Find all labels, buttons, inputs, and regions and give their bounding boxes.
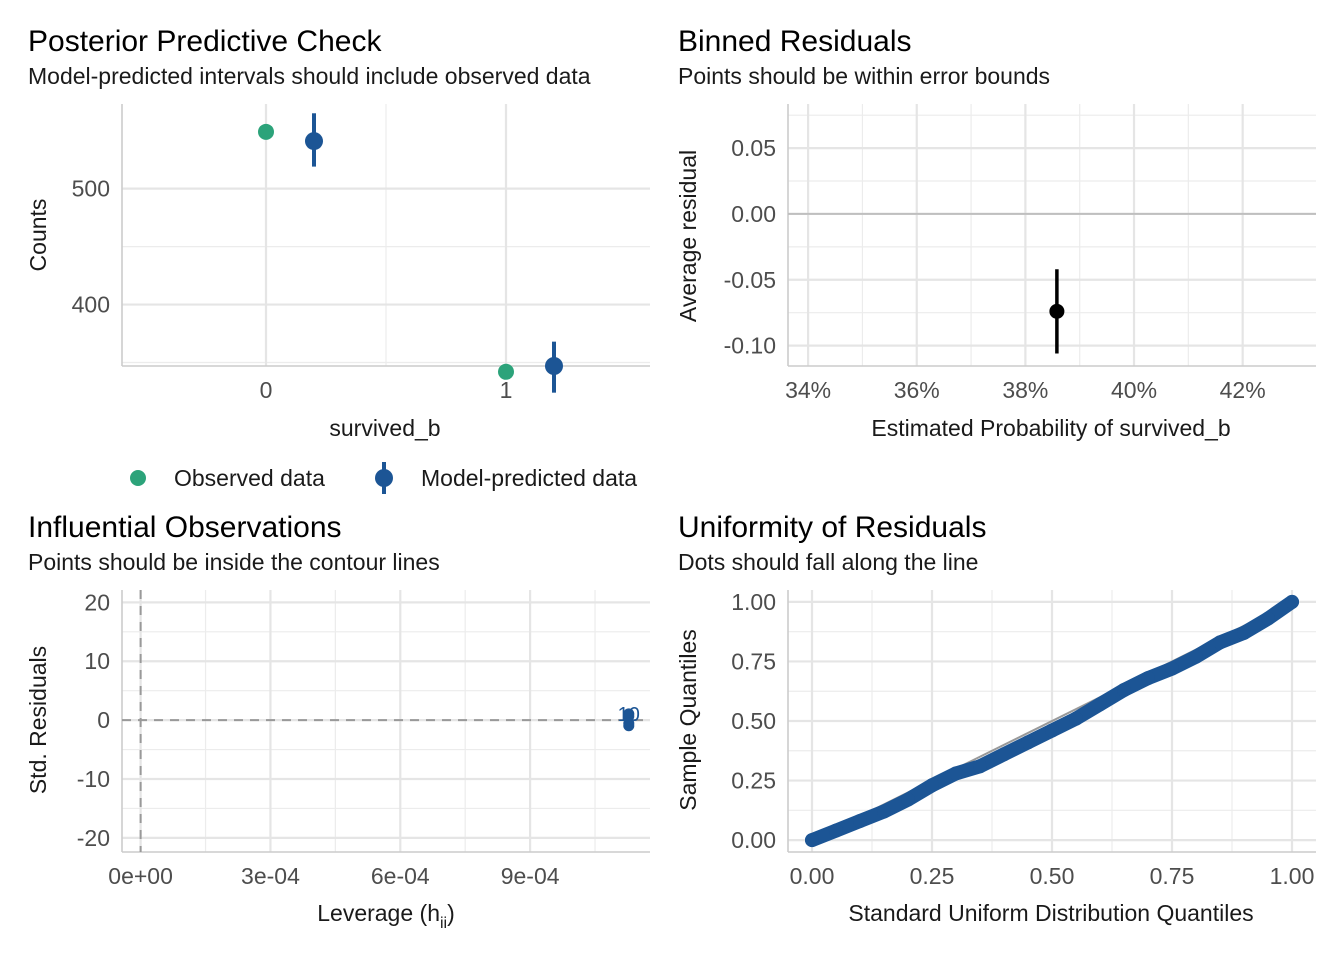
influence-point — [623, 720, 635, 732]
influence-point-label: 10 — [618, 704, 640, 726]
influence-y-tick-label: 0 — [97, 707, 110, 733]
qq-point — [1213, 635, 1227, 650]
ppc-y-tick-label: 400 — [72, 292, 110, 318]
binned-x-tick-label: 36% — [894, 377, 940, 403]
qq-plot-area: 0.00 0.25 0.50 0.75 1.00 0.00 0.25 0.50 0.75 1.00 — [731, 589, 1316, 889]
binned-x-tick-label: 34% — [785, 377, 831, 403]
qq-point — [1045, 723, 1059, 738]
binned-x-tick-label: 38% — [1002, 377, 1048, 403]
binned-plot-area: 34% 36% 38% 40% 42% -0.10 -0.05 0.00 0.05 — [724, 104, 1316, 403]
binned-x-axis-label: Estimated Probability of survived_b — [871, 415, 1230, 441]
influence-y-axis-label: Std. Residuals — [25, 646, 51, 794]
binned-y-axis-label: Average residual — [675, 150, 701, 322]
legend-predicted-label: Model-predicted data — [421, 465, 637, 491]
influence-subtitle: Points should be inside the contour line… — [28, 549, 440, 575]
influence-x-tick-label: 6e-04 — [371, 863, 430, 889]
binned-y-tick-label: -0.10 — [724, 333, 776, 359]
qq-point — [973, 759, 987, 774]
influence-x-tick-label: 9e-04 — [501, 863, 560, 889]
predicted-data-point — [545, 357, 563, 375]
qq-x-tick-label: 0.00 — [790, 863, 835, 889]
influence-x-axis-label-main: Leverage (h — [317, 900, 440, 926]
legend-predicted-swatch — [375, 469, 393, 487]
ppc-y-tick-label: 500 — [72, 176, 110, 202]
ppc-x-tick-label: 1 — [500, 377, 513, 403]
influence-x-axis-label: Leverage (hii) — [317, 900, 455, 932]
qq-point — [1285, 594, 1299, 609]
legend-observed-swatch — [130, 470, 146, 486]
influence-x-tick-label: 0e+00 — [108, 863, 173, 889]
observed-data-point — [258, 123, 274, 140]
qq-point — [1237, 625, 1251, 640]
qq-x-tick-label: 1.00 — [1270, 863, 1315, 889]
qq-point — [1141, 671, 1155, 686]
qq-point — [1117, 683, 1131, 698]
binned-subtitle: Points should be within error bounds — [678, 63, 1050, 89]
qq-y-axis-label: Sample Quantiles — [675, 629, 701, 811]
qq-point — [805, 833, 819, 848]
influence-x-axis-label-end: ) — [447, 900, 455, 926]
qq-point — [1261, 611, 1275, 626]
qq-point — [829, 823, 843, 838]
ppc-x-axis-label: survived_b — [329, 415, 440, 441]
qq-subtitle: Dots should fall along the line — [678, 549, 978, 575]
qq-y-tick-label: 0.00 — [731, 827, 776, 853]
influence-y-tick-label: 10 — [84, 648, 110, 674]
qq-x-axis-label: Standard Uniform Distribution Quantiles — [848, 900, 1253, 926]
influence-x-tick-label: 3e-04 — [241, 863, 300, 889]
qq-point — [853, 814, 867, 829]
qq-panel: Uniformity of Residuals Dots should fall… — [675, 511, 1316, 926]
influence-x-axis-label-subscript: ii — [440, 915, 447, 932]
qq-point — [949, 766, 963, 781]
qq-point — [1165, 661, 1179, 676]
observed-data-point — [498, 363, 514, 380]
qq-point — [1093, 697, 1107, 712]
qq-point — [1021, 735, 1035, 750]
binned-x-tick-label: 42% — [1220, 377, 1266, 403]
binned-x-tick-label: 40% — [1111, 377, 1157, 403]
qq-y-tick-label: 0.50 — [731, 708, 776, 734]
legend-observed-label: Observed data — [174, 465, 325, 491]
predicted-data-point — [305, 132, 323, 151]
ppc-plot-area: 0 1 400 500 — [72, 104, 650, 403]
binned-y-tick-label: -0.05 — [724, 267, 776, 293]
influence-y-tick-label: 20 — [84, 589, 110, 615]
binned-panel: Binned Residuals Points should be within… — [675, 25, 1316, 441]
qq-point — [997, 747, 1011, 762]
ppc-title: Posterior Predictive Check — [28, 25, 382, 58]
binned-y-tick-label: 0.05 — [731, 135, 776, 161]
qq-x-tick-label: 0.25 — [910, 863, 955, 889]
qq-title: Uniformity of Residuals — [678, 511, 986, 544]
influence-plot-area: 0e+00 3e-04 6e-04 9e-04 -20 -10 0 10 20 10 — [77, 589, 650, 889]
qq-point — [925, 778, 939, 793]
influence-y-tick-label: -20 — [77, 825, 110, 851]
qq-x-tick-label: 0.75 — [1150, 863, 1195, 889]
binned-residual-point — [1049, 303, 1065, 319]
qq-y-tick-label: 1.00 — [731, 589, 776, 615]
qq-point — [1069, 711, 1083, 726]
influence-title: Influential Observations — [28, 511, 342, 544]
ppc-panel: Posterior Predictive Check Model-predict… — [25, 25, 650, 494]
ppc-subtitle: Model-predicted intervals should include… — [28, 63, 591, 89]
qq-x-tick-label: 0.50 — [1030, 863, 1075, 889]
ppc-y-axis-label: Counts — [25, 199, 51, 272]
qq-point — [877, 804, 891, 819]
binned-title: Binned Residuals — [678, 25, 911, 58]
ppc-legend: Observed data Model-predicted data — [130, 462, 637, 494]
influence-y-tick-label: -10 — [77, 766, 110, 792]
qq-point — [1189, 649, 1203, 664]
ppc-x-tick-label: 0 — [260, 377, 273, 403]
qq-point — [901, 792, 915, 807]
influence-panel: Influential Observations Points should b… — [25, 511, 650, 932]
binned-y-tick-label: 0.00 — [731, 201, 776, 227]
qq-y-tick-label: 0.75 — [731, 648, 776, 674]
qq-y-tick-label: 0.25 — [731, 768, 776, 794]
